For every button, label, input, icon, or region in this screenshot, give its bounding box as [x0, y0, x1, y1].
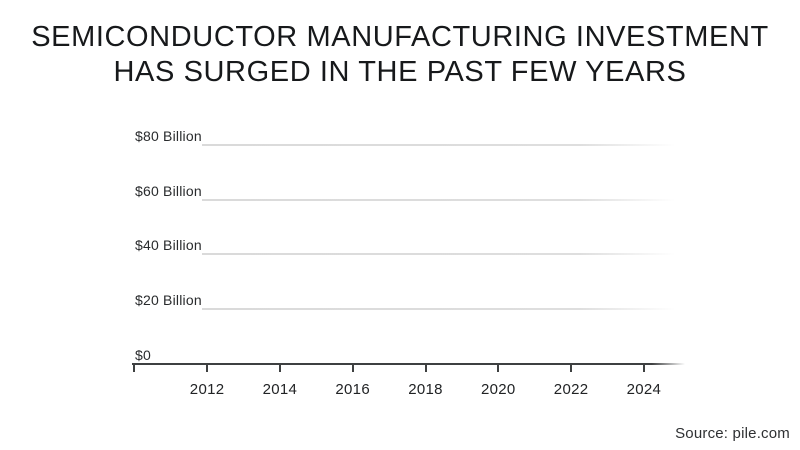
x-axis-label: 2014 [262, 381, 298, 398]
x-axis-line [132, 362, 685, 365]
x-axis-tick [642, 363, 645, 372]
gridline [202, 143, 685, 146]
y-axis-label: $0 [135, 346, 151, 363]
gridline [202, 198, 685, 201]
x-axis-tick [133, 363, 136, 372]
x-axis-label: 2018 [408, 381, 443, 398]
chart-title-line-2: HAS SURGED IN THE PAST FEW YEARS [113, 56, 687, 88]
y-axis-label: $80 Billion [135, 127, 202, 144]
x-axis-tick [497, 363, 500, 372]
y-axis-label: $20 Billion [135, 291, 202, 308]
gridline [202, 307, 685, 310]
x-axis-label: 2016 [335, 381, 370, 398]
x-axis-label: 2012 [189, 381, 225, 398]
x-axis-tick [351, 363, 354, 372]
x-axis-label: 2020 [481, 381, 516, 398]
x-axis-label: 2024 [626, 381, 662, 398]
x-axis-tick [278, 363, 281, 372]
chart-title-line-1: SEMICONDUCTOR MANUFACTURING INVESTMENT [31, 21, 769, 53]
x-axis-tick [570, 363, 573, 372]
y-axis-label: $40 Billion [135, 237, 202, 254]
source-caption: Source: pile.com [675, 425, 790, 442]
x-axis-tick [424, 363, 427, 372]
x-axis-tick [206, 363, 209, 372]
y-axis-label: $60 Billion [135, 182, 202, 199]
gridline [202, 253, 685, 256]
x-axis-label: 2022 [553, 381, 589, 398]
chart-title: SEMICONDUCTOR MANUFACTURING INVESTMENT HA… [0, 20, 800, 90]
